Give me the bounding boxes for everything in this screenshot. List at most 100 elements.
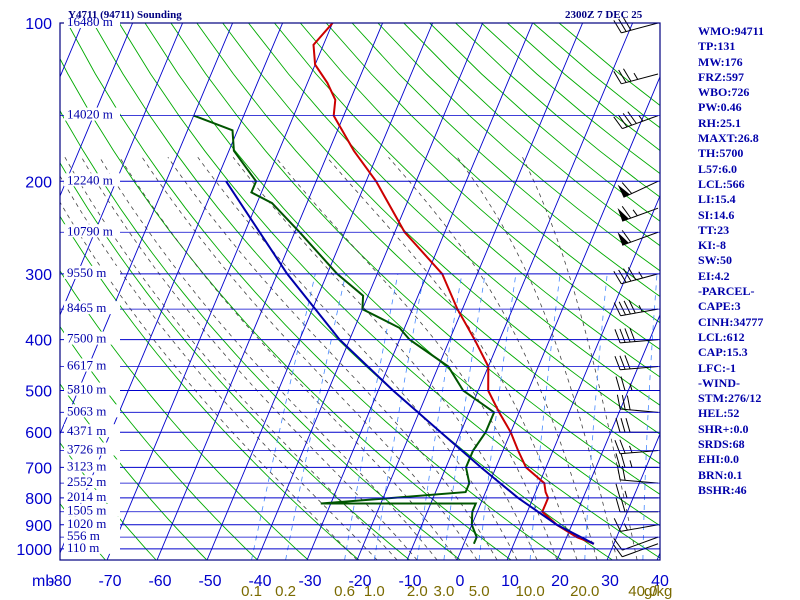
height-label-bg (64, 358, 120, 372)
wind-barb-half-feather (638, 271, 643, 279)
index-item: FRZ:597 (698, 69, 744, 84)
height-label: 9550 m (67, 265, 106, 280)
wind-barb-feather (628, 299, 636, 314)
wind-barb-feather (620, 453, 626, 468)
height-label-bg (64, 459, 120, 473)
plot-frame (59, 22, 661, 561)
index-item: CAPE:3 (698, 299, 741, 314)
chart-title: Y4711 (94711) Sounding (68, 9, 182, 21)
wind-barb (613, 543, 659, 558)
wind-barb-feather (614, 329, 621, 344)
pressure-tick-label: 200 (25, 174, 52, 191)
height-label: 2014 m (67, 489, 106, 504)
wind-barb-feather (613, 71, 622, 85)
wind-barb-staff (620, 365, 659, 371)
dry-adiabat (60, 162, 410, 560)
index-item: L57:6.0 (698, 161, 737, 176)
moist-adiabat (81, 156, 418, 560)
index-item: TH:5700 (698, 146, 744, 161)
wind-barb-half-feather (624, 490, 628, 499)
wind-barb-feather (623, 300, 631, 315)
wind-barb (616, 465, 659, 484)
wind-barb (613, 68, 659, 85)
height-label-bg (64, 424, 120, 438)
isotherm (106, 23, 334, 560)
height-label-bg (64, 489, 120, 503)
isotherm (60, 23, 184, 317)
wind-barb-feather (621, 182, 633, 194)
height-label: 8465 m (67, 300, 106, 315)
wind-barb-half-feather (638, 305, 643, 313)
height-label: 1505 m (67, 503, 106, 518)
dry-adiabat (60, 215, 360, 560)
sounding-indices-panel: WMO:94711 TP:131 MW:176 FRZ:597 WBO:726 PW:0.… (698, 24, 798, 498)
pressure-tick-label: 900 (25, 518, 52, 535)
height-label: 4371 m (67, 423, 106, 438)
height-label-bg (64, 265, 120, 279)
moist-adiabat (456, 156, 618, 560)
wind-barb-feather (618, 114, 628, 128)
wind-barb-feather (619, 439, 626, 454)
index-item: -PARCEL- (698, 284, 755, 299)
wind-barb-feather (623, 17, 632, 31)
height-label-bg (64, 301, 120, 315)
temperature-profile (312, 23, 595, 545)
index-item: SW:50 (698, 253, 733, 268)
dry-adiabat (60, 109, 461, 560)
wind-barb-half-feather (632, 209, 638, 217)
mixing-ratio-label: 1.0 (364, 583, 385, 600)
wind-barb-staff (622, 543, 659, 558)
wind-barb-half-feather (638, 114, 644, 122)
height-label-bg (64, 15, 120, 28)
temperature-tick-label: 0 (456, 573, 465, 590)
mixing-ratio-unit: g/kg (644, 583, 672, 600)
mixing-ratio-label: 10.0 (515, 583, 544, 600)
moist-adiabat (60, 201, 358, 560)
index-item: TT:23 (698, 222, 730, 237)
index-item: PW:0.46 (698, 100, 742, 115)
height-label: 3123 m (67, 458, 106, 473)
index-item: BSHR:46 (698, 482, 747, 497)
isotherm (306, 23, 534, 560)
wind-barb-feather (615, 497, 621, 512)
dry-adiabat (248, 23, 660, 406)
temperature-tick-label: 20 (551, 573, 569, 590)
mixing-ratio-label: 40.0 (628, 583, 657, 600)
index-item: MW:176 (698, 54, 743, 69)
wind-barb-feather (615, 483, 621, 499)
height-label-bg (64, 503, 120, 517)
valid-time: 2300Z 7 DEC 25 (565, 9, 643, 21)
height-label: 14020 m (67, 107, 113, 122)
height-label-bg (64, 540, 120, 554)
index-item: BRN:0.1 (698, 467, 743, 482)
index-item: LCL:612 (698, 329, 745, 344)
wind-barb-half-feather (629, 445, 633, 453)
temperature-tick-label: -40 (248, 573, 271, 590)
wind-barb-staff (620, 408, 659, 413)
wind-barb-staff (620, 308, 659, 317)
dry-adiabat (196, 23, 660, 465)
wind-barb-feather (626, 395, 631, 410)
dry-adiabat (118, 23, 660, 559)
dry-adiabat (299, 23, 660, 351)
index-item: WMO:94711 (698, 24, 764, 38)
mixing-ratio-line (285, 273, 347, 560)
wind-barb-half-feather (629, 383, 633, 391)
temperature-tick-label: -60 (148, 573, 171, 590)
pressure-tick-label: 700 (25, 460, 52, 477)
pressure-tick-label: 300 (25, 267, 52, 284)
mixing-ratio-label: 20.0 (570, 583, 599, 600)
height-label-bg (64, 224, 120, 238)
temperature-tick-label: 10 (501, 573, 519, 590)
wind-barb (617, 180, 659, 198)
height-label-bg (64, 475, 120, 489)
wind-barb-feather (623, 268, 632, 282)
mixing-ratio-label: 0.2 (275, 583, 296, 600)
wind-barb (616, 394, 659, 413)
wind-barb-half-feather (629, 460, 633, 468)
wind-barb-staff (620, 479, 659, 484)
wind-barb-feather (625, 418, 631, 433)
wind-barb-staff (622, 536, 659, 551)
moist-adiabat (64, 157, 398, 560)
